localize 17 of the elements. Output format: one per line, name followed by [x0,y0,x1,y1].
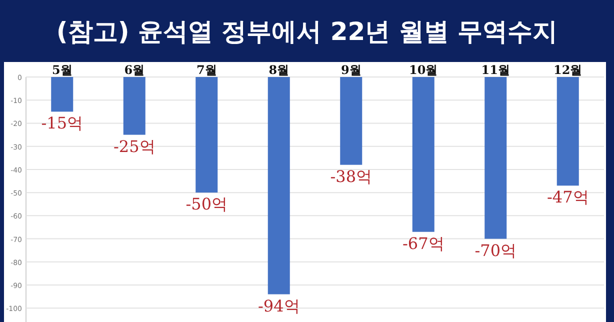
x-tick-label: 7월 [196,63,217,77]
chart-title: (참고) 윤석열 정부에서 22년 월별 무역수지 [56,17,558,46]
data-label: -70억 [474,240,517,260]
x-tick-label: 10월 [409,63,438,77]
x-tick-label: 8월 [268,63,290,77]
data-label: -47억 [546,188,589,207]
x-tick-label: 11월 [481,63,510,77]
x-tick-label: 9월 [340,63,362,77]
x-tick-label: 12월 [554,63,582,77]
data-label: -15억 [41,114,84,133]
data-label: -38억 [330,166,372,186]
data-label: -25억 [113,136,156,156]
x-tick-label: 5월 [52,63,72,77]
x-tick-label: 6월 [124,63,145,77]
data-label: -94억 [258,296,300,316]
data-label: -67억 [402,234,444,253]
data-label: -50억 [186,194,228,214]
